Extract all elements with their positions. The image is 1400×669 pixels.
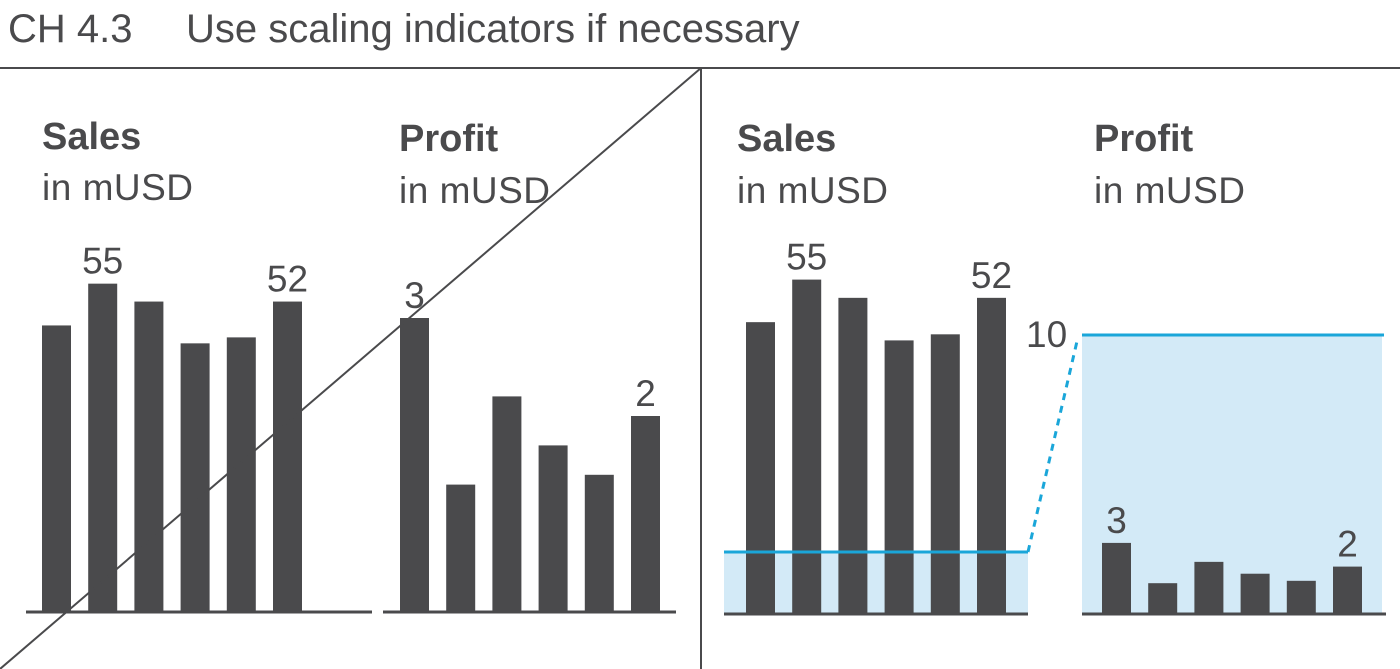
chart-1-bar-1: [42, 325, 71, 612]
chart-3-data-label-6: 52: [971, 255, 1012, 296]
chart-2-subtitle: in mUSD: [399, 170, 551, 211]
chart-3-data-label-2: 55: [786, 237, 827, 278]
chart-2-bar-1: [400, 318, 429, 612]
chart-2-bar-5: [584, 474, 614, 612]
chart-4-bar-5: [1286, 580, 1316, 614]
chart-4-bar-3: [1194, 561, 1224, 614]
chart-1-bar-2: [88, 283, 118, 612]
crossed-out-line: [0, 67, 702, 669]
chart-3-bar-2: [792, 279, 822, 614]
chart-1-bar-5: [226, 337, 256, 612]
chart-3-bar-3: [838, 297, 868, 614]
chart-2-bar-2: [446, 484, 476, 612]
chart-4-subtitle: in mUSD: [1094, 170, 1246, 211]
chart-2-bar-4: [538, 445, 568, 612]
scale-connector-line: [1026, 336, 1080, 553]
page-title: Use scaling indicators if necessary: [186, 7, 800, 51]
chart-4-title: Profit: [1094, 118, 1194, 160]
chart-3-title: Sales: [737, 118, 836, 160]
chart-2-data-label-1: 3: [404, 275, 425, 316]
chart-1-bar-3: [134, 301, 164, 612]
chart-4-data-label-1: 3: [1106, 500, 1127, 541]
chart-4-data-label-6: 2: [1337, 524, 1358, 565]
chart-2-bar-6: [631, 416, 660, 612]
chart-1-bar-6: [273, 301, 302, 612]
chart-3-bar-6: [977, 297, 1006, 614]
chart-1-data-label-2: 55: [82, 241, 123, 282]
profit-scale-band: [1082, 335, 1382, 613]
chart-1-subtitle: in mUSD: [42, 167, 194, 208]
profit-scale-label: 10: [1026, 314, 1067, 355]
chart-3-bar-4: [884, 340, 914, 614]
chart-3-bar-1: [746, 322, 775, 614]
chart-4-bar-4: [1240, 573, 1270, 614]
chart-2-bar-3: [492, 396, 522, 612]
chart-1-bar-4: [180, 343, 210, 612]
chart-3-bar-5: [930, 334, 960, 614]
chart-4-bar-1: [1102, 542, 1131, 614]
chart-3-subtitle: in mUSD: [737, 170, 889, 211]
chart-4-bar-2: [1148, 583, 1178, 614]
chart-2-title: Profit: [399, 118, 499, 160]
chart-marks: 55 52 3 2 55 52 3 2: [26, 237, 1386, 616]
chapter-label: CH 4.3: [8, 7, 133, 51]
chart-4-bar-6: [1333, 566, 1362, 614]
chart-2-data-label-6: 2: [635, 373, 656, 414]
chart-1-title: Sales: [42, 116, 141, 158]
chart-1-data-label-6: 52: [267, 259, 308, 300]
